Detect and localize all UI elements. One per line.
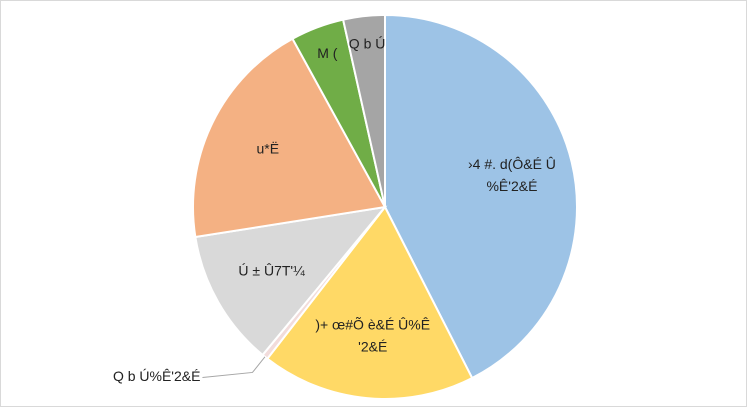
pie-slice	[265, 205, 474, 400]
slice-label: M (	[317, 45, 338, 61]
pie-slice	[194, 205, 388, 357]
slice-label: Q b Ú	[349, 35, 386, 51]
slice-label: u*Ë	[256, 140, 279, 156]
pie-slice	[384, 13, 578, 380]
pie-slice	[192, 37, 387, 239]
slice-label: ›4 #. d(Ô&É Û	[468, 156, 556, 172]
slice-label: Q b Ú%Ê'2&É	[113, 368, 201, 384]
slice-label: )+ œ#Õ è&É Û%Ê	[315, 317, 430, 333]
leader-line	[202, 356, 266, 378]
slice-label: %Ê'2&É	[486, 178, 537, 194]
slice-label: Ú ± Û7T'¼	[238, 262, 305, 278]
pie-slice	[341, 13, 386, 208]
slice-label: '2&É	[358, 339, 387, 355]
